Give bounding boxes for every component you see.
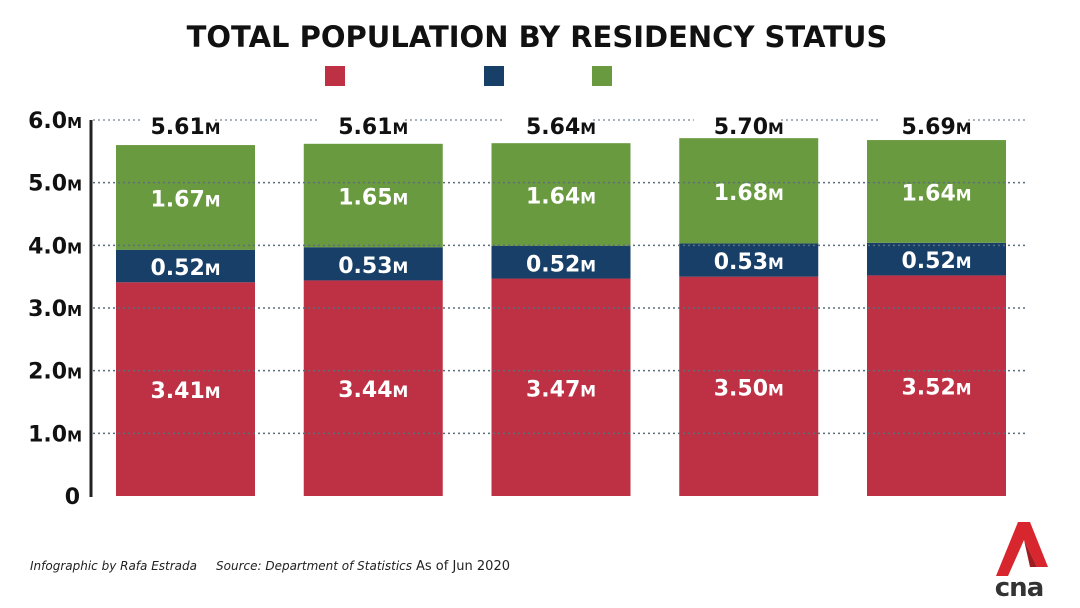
data-label-prs-2016: 0.52M (150, 256, 220, 281)
data-label-citizens-2018: 3.47M (526, 377, 596, 402)
data-label-non-residents-2017: 1.65M (338, 186, 408, 211)
data-label-non-residents-2020: 1.64M (901, 181, 971, 206)
gridlines (93, 119, 1027, 435)
bar-citizens-2016 (116, 282, 255, 496)
bar-citizens-2020 (867, 275, 1006, 496)
y-tick-1.0: 1.0M (28, 422, 82, 447)
bar-prs-2018 (491, 245, 631, 279)
legend (325, 66, 612, 86)
bar-non-residents-2019 (679, 138, 819, 244)
total-label-2020: 5.69M (901, 115, 971, 140)
data-label-non-residents-2019: 1.68M (714, 181, 784, 206)
bar-non-residents-2016 (116, 145, 255, 250)
total-label-2016: 5.61M (150, 115, 220, 140)
footer-credit: Infographic by Rafa Estrada (30, 559, 197, 573)
legend-swatch-prs (484, 66, 504, 86)
data-label-non-residents-2016: 1.67M (150, 187, 220, 212)
bar-prs-2016 (116, 249, 255, 283)
footer-as-of: As of Jun 2020 (416, 559, 510, 574)
data-label-citizens-2019: 3.50M (714, 376, 784, 401)
chart-title: TOTAL POPULATION BY RESIDENCY STATUS (187, 20, 888, 54)
data-label-non-residents-2018: 1.64M (526, 185, 596, 210)
data-label-citizens-2017: 3.44M (338, 378, 408, 403)
y-tick-5.0: 5.0M (28, 172, 82, 197)
y-tick-2.0: 2.0M (28, 360, 82, 385)
y-tick-3.0: 3.0M (28, 297, 82, 322)
logo-text: cna (995, 573, 1043, 603)
bar-prs-2020 (867, 242, 1006, 276)
y-tick-4.0: 4.0M (28, 234, 82, 259)
data-labels: 3.41M 0.52M 1.67M 5.61M 3.44M 0.53M 1.65M 5.61M… (150, 115, 971, 404)
y-tick-0: 0 (65, 485, 80, 510)
data-label-citizens-2020: 3.52M (901, 376, 971, 401)
data-label-citizens-2016: 3.41M (150, 379, 220, 404)
y-axis-ticks: 0 1.0M 2.0M 3.0M 4.0M 5.0M 6.0M (28, 109, 82, 510)
bar-prs-2017 (303, 247, 443, 281)
y-tick-6.0: 6.0M (28, 109, 82, 134)
data-label-prs-2019: 0.53M (714, 250, 784, 275)
bar-non-residents-2017 (303, 143, 443, 248)
cna-logo: cna (995, 522, 1048, 603)
total-label-2017: 5.61M (338, 115, 408, 140)
data-label-prs-2017: 0.53M (338, 254, 408, 279)
legend-swatch-citizens (325, 66, 345, 86)
data-label-prs-2018: 0.52M (526, 252, 596, 277)
bar-non-residents-2020 (867, 140, 1006, 243)
logo-mark (996, 522, 1048, 576)
bar-citizens-2018 (491, 278, 631, 496)
logo-shadow (1024, 540, 1037, 567)
bar-citizens-2017 (303, 280, 443, 496)
bar-prs-2019 (679, 243, 819, 277)
data-label-prs-2020: 0.52M (901, 249, 971, 274)
legend-swatch-non-residents (592, 66, 612, 86)
total-label-2018: 5.64M (526, 115, 596, 140)
total-label-2019: 5.70M (714, 115, 784, 140)
footer-source: Source: Department of Statistics (216, 559, 412, 573)
bar-citizens-2019 (679, 276, 819, 496)
bars (116, 138, 1006, 496)
bar-non-residents-2018 (491, 143, 631, 246)
